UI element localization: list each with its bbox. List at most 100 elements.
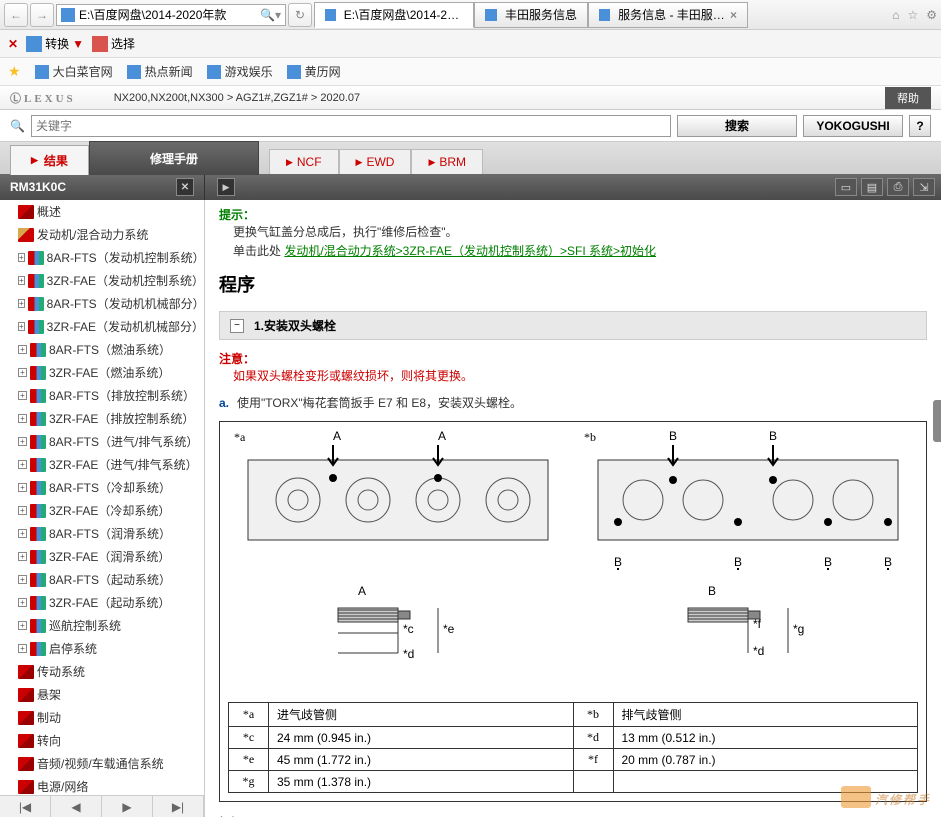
tree-item[interactable]: +3ZR-FAE（排放控制系统） [0, 407, 204, 430]
diagram-right: *b B B B B B B [578, 430, 918, 573]
tree-item[interactable]: +8AR-FTS（起动系统） [0, 568, 204, 591]
search-button[interactable]: 搜索 [677, 115, 797, 137]
warning-label: 注意： [219, 350, 927, 367]
tool-2[interactable]: ▤ [861, 178, 883, 196]
expand-icon[interactable]: + [18, 460, 27, 469]
tool-4[interactable]: ⇲ [913, 178, 935, 196]
chevron-icon: ▶ [286, 157, 293, 168]
tree-item[interactable]: +3ZR-FAE（发动机控制系统） [0, 269, 204, 292]
tree-item[interactable]: +8AR-FTS（发动机机械部分） [0, 292, 204, 315]
tree-item[interactable]: +8AR-FTS（冷却系统） [0, 476, 204, 499]
expand-icon[interactable]: + [18, 345, 27, 354]
tree-item[interactable]: 概述 [0, 200, 204, 223]
tree-item[interactable]: +8AR-FTS（发动机控制系统） [0, 246, 204, 269]
tree-item[interactable]: +3ZR-FAE（起动系统） [0, 591, 204, 614]
books-icon [28, 274, 44, 288]
tree-item[interactable]: +3ZR-FAE（润滑系统） [0, 545, 204, 568]
tab-ncf[interactable]: ▶NCF [269, 149, 339, 174]
expand-icon[interactable]: + [18, 299, 25, 308]
tree-item[interactable]: 制动 [0, 706, 204, 729]
user-button[interactable]: YOKOGUSHI [803, 115, 903, 137]
expand-icon[interactable]: + [18, 506, 27, 515]
home-icon[interactable]: ⌂ [892, 8, 899, 22]
tree-item[interactable]: 传动系统 [0, 660, 204, 683]
tree-item[interactable]: +8AR-FTS（润滑系统） [0, 522, 204, 545]
forward-button[interactable]: → [30, 3, 54, 27]
favorites-icon[interactable]: ☆ [907, 8, 918, 22]
ie-tool-icons: ⌂ ☆ ⚙ [892, 8, 937, 22]
right-panel-handle[interactable] [933, 400, 941, 442]
search-input[interactable] [31, 115, 671, 137]
nav-next[interactable]: ▶ [102, 796, 153, 817]
lexus-logo: ⓁLEXUS [10, 90, 76, 106]
bookmark-item[interactable]: 黄历网 [287, 63, 341, 80]
books-icon [30, 642, 46, 656]
expand-icon[interactable]: + [18, 253, 25, 262]
bookmark-star-icon[interactable]: ★ [8, 63, 21, 80]
sidebar-tree: 概述发动机/混合动力系统+8AR-FTS（发动机控制系统）+3ZR-FAE（发动… [0, 200, 205, 817]
expand-icon[interactable]: + [18, 529, 27, 538]
tab-ewd[interactable]: ▶EWD [339, 149, 412, 174]
expand-icon[interactable]: + [18, 414, 27, 423]
panel-close-button[interactable]: ✕ [176, 178, 194, 196]
help-q-button[interactable]: ? [909, 115, 931, 137]
nav-first[interactable]: |◀ [0, 796, 51, 817]
expand-icon[interactable]: + [18, 598, 27, 607]
engine-diagram-b: B B B B B B [578, 430, 918, 570]
browser-tab[interactable]: 服务信息 - 丰田服务...× [588, 2, 748, 28]
nav-last[interactable]: ▶| [153, 796, 204, 817]
tree-item[interactable]: 转向 [0, 729, 204, 752]
spec-cell: *e [229, 749, 269, 771]
bookmark-item[interactable]: 游戏娱乐 [207, 63, 273, 80]
expand-icon[interactable]: + [18, 276, 25, 285]
expand-icon[interactable]: + [18, 437, 27, 446]
address-text: E:\百度网盘\2014-2020年款 [79, 6, 226, 23]
expand-icon[interactable]: + [18, 483, 27, 492]
browser-tab[interactable]: E:\百度网盘\2014-2020... [314, 2, 474, 28]
help-button[interactable]: 帮助 [885, 87, 931, 109]
nav-prev[interactable]: ◀ [51, 796, 102, 817]
tree-item[interactable]: 发动机/混合动力系统 [0, 223, 204, 246]
refresh-button[interactable]: ↻ [288, 3, 312, 27]
expand-icon[interactable]: + [18, 322, 25, 331]
tree-item[interactable]: +启停系统 [0, 637, 204, 660]
bookmark-item[interactable]: 热点新闻 [127, 63, 193, 80]
books-icon [30, 412, 46, 426]
back-button[interactable]: ← [4, 3, 28, 27]
ie-nav-toolbar: ← → E:\百度网盘\2014-2020年款 🔍▾ ↻ E:\百度网盘\201… [0, 0, 941, 30]
book-icon [18, 780, 34, 794]
tree-item[interactable]: +8AR-FTS（排放控制系统） [0, 384, 204, 407]
tab-repair[interactable]: 修理手册 [89, 141, 259, 175]
expand-icon[interactable]: + [18, 644, 27, 653]
tab-result[interactable]: ▶结果 [10, 145, 89, 175]
print-button[interactable]: ⎙ [887, 178, 909, 196]
play-button[interactable]: ▶ [217, 178, 235, 196]
tree-item[interactable]: 悬架 [0, 683, 204, 706]
content-panel: 提示： 更换气缸盖分总成后，执行"维修后检查"。 单击此处 发动机/混合动力系统… [205, 200, 941, 817]
tool-1[interactable]: ▭ [835, 178, 857, 196]
select-tool[interactable]: 选择 [92, 35, 135, 52]
tree-item[interactable]: +巡航控制系统 [0, 614, 204, 637]
address-bar[interactable]: E:\百度网盘\2014-2020年款 🔍▾ [56, 4, 286, 26]
tab-brm[interactable]: ▶BRM [411, 149, 483, 174]
tree-item[interactable]: 音频/视频/车载通信系统 [0, 752, 204, 775]
close-x-icon[interactable]: ✕ [8, 37, 18, 51]
expand-icon[interactable]: + [18, 621, 27, 630]
expand-icon[interactable]: + [18, 552, 27, 561]
tree-item[interactable]: +3ZR-FAE（发动机机械部分） [0, 315, 204, 338]
tree-item[interactable]: +3ZR-FAE（燃油系统） [0, 361, 204, 384]
browser-tab[interactable]: 丰田服务信息 [474, 2, 588, 28]
tree-item[interactable]: +3ZR-FAE（冷却系统） [0, 499, 204, 522]
tree-item[interactable]: +3ZR-FAE（进气/排气系统） [0, 453, 204, 476]
tree-item[interactable]: +8AR-FTS（进气/排气系统） [0, 430, 204, 453]
step-collapse-button[interactable]: − [230, 319, 244, 333]
expand-icon[interactable]: + [18, 575, 27, 584]
hint-link[interactable]: 发动机/混合动力系统>3ZR-FAE（发动机控制系统）>SFI 系统>初始化 [284, 244, 656, 258]
settings-icon[interactable]: ⚙ [926, 8, 937, 22]
expand-icon[interactable]: + [18, 391, 27, 400]
breadcrumb: NX200,NX200t,NX300 > AGZ1#,ZGZ1# > 2020.… [114, 92, 360, 104]
bookmark-item[interactable]: 大白菜官网 [35, 63, 113, 80]
tree-item[interactable]: +8AR-FTS（燃油系统） [0, 338, 204, 361]
convert-tool[interactable]: 转换 ▼ [26, 35, 84, 52]
expand-icon[interactable]: + [18, 368, 27, 377]
